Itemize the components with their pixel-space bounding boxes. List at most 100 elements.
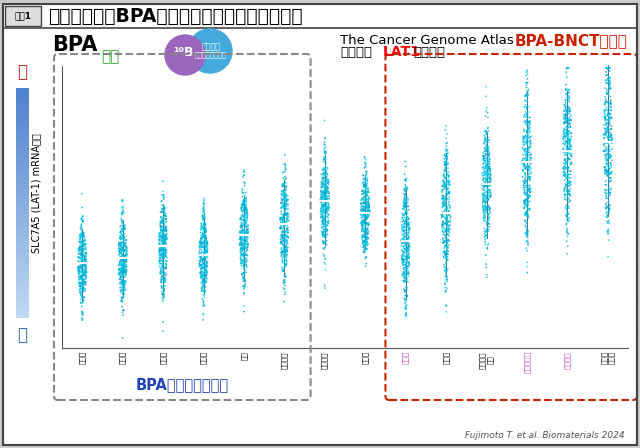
Point <box>157 205 168 212</box>
Point <box>479 155 489 163</box>
Point <box>358 222 368 229</box>
Point <box>241 259 251 266</box>
Point <box>317 181 327 188</box>
Point <box>403 256 413 263</box>
Point <box>559 133 570 140</box>
Point <box>241 224 252 231</box>
Point <box>398 212 408 219</box>
Point <box>445 214 456 221</box>
Point <box>564 202 574 210</box>
Point <box>161 223 172 230</box>
Point <box>122 245 132 252</box>
Point <box>519 126 529 133</box>
Point <box>239 283 250 290</box>
Point <box>521 184 531 191</box>
Point <box>605 170 615 177</box>
Point <box>486 168 496 175</box>
Point <box>239 231 249 238</box>
Point <box>403 243 413 250</box>
Point <box>202 238 212 245</box>
Point <box>278 202 288 209</box>
Point <box>600 166 610 173</box>
Point <box>360 191 371 198</box>
Point <box>318 179 328 186</box>
Point <box>158 233 168 240</box>
Point <box>440 162 451 169</box>
Point <box>322 237 332 244</box>
Point <box>283 233 293 241</box>
Point <box>399 227 409 234</box>
Point <box>157 216 167 223</box>
Point <box>278 246 289 253</box>
Point <box>321 173 331 180</box>
Point <box>524 143 534 150</box>
Point <box>317 197 328 204</box>
Point <box>485 169 495 177</box>
Point <box>483 196 493 203</box>
Text: 肺腺癌: 肺腺癌 <box>443 351 449 364</box>
Point <box>117 286 127 293</box>
Point <box>323 207 333 214</box>
Point <box>563 129 573 136</box>
Point <box>401 256 411 263</box>
Point <box>401 261 411 268</box>
Point <box>442 206 452 213</box>
Point <box>479 180 489 187</box>
Point <box>522 127 532 134</box>
Point <box>279 249 289 256</box>
Point <box>236 241 246 248</box>
Point <box>239 266 250 273</box>
Point <box>439 225 449 232</box>
Point <box>114 248 124 255</box>
Point <box>119 280 129 287</box>
Point <box>440 250 450 258</box>
Point <box>321 198 331 206</box>
Point <box>524 164 534 171</box>
Bar <box>16 184 29 188</box>
Point <box>559 132 570 139</box>
Point <box>78 230 88 237</box>
Point <box>522 210 532 217</box>
Point <box>397 221 407 228</box>
Point <box>520 211 531 218</box>
Point <box>76 299 86 306</box>
Point <box>360 244 370 251</box>
Point <box>566 160 577 167</box>
Point <box>519 200 529 207</box>
Point <box>358 232 368 239</box>
Point <box>237 207 247 214</box>
Point <box>118 247 128 254</box>
Point <box>606 161 616 168</box>
Point <box>318 245 328 252</box>
Point <box>196 279 206 286</box>
Point <box>202 261 212 268</box>
Point <box>322 177 332 184</box>
Point <box>319 215 329 222</box>
Point <box>119 253 129 260</box>
Point <box>156 270 166 277</box>
Point <box>81 258 91 265</box>
Point <box>117 259 127 267</box>
Point <box>278 220 288 227</box>
Point <box>439 248 449 255</box>
Point <box>318 202 328 209</box>
Point <box>198 260 209 267</box>
Point <box>114 267 124 274</box>
Point <box>400 229 410 237</box>
Point <box>438 218 448 225</box>
Point <box>442 242 452 249</box>
Point <box>605 115 616 122</box>
Point <box>523 193 533 200</box>
Point <box>565 138 575 145</box>
Point <box>520 97 531 104</box>
Point <box>479 179 490 186</box>
Point <box>358 209 368 216</box>
Point <box>239 253 250 260</box>
Point <box>521 69 531 76</box>
Point <box>118 254 128 261</box>
Point <box>115 267 125 274</box>
Point <box>441 175 451 182</box>
Point <box>396 237 406 244</box>
Point <box>281 191 291 198</box>
Point <box>358 175 369 182</box>
